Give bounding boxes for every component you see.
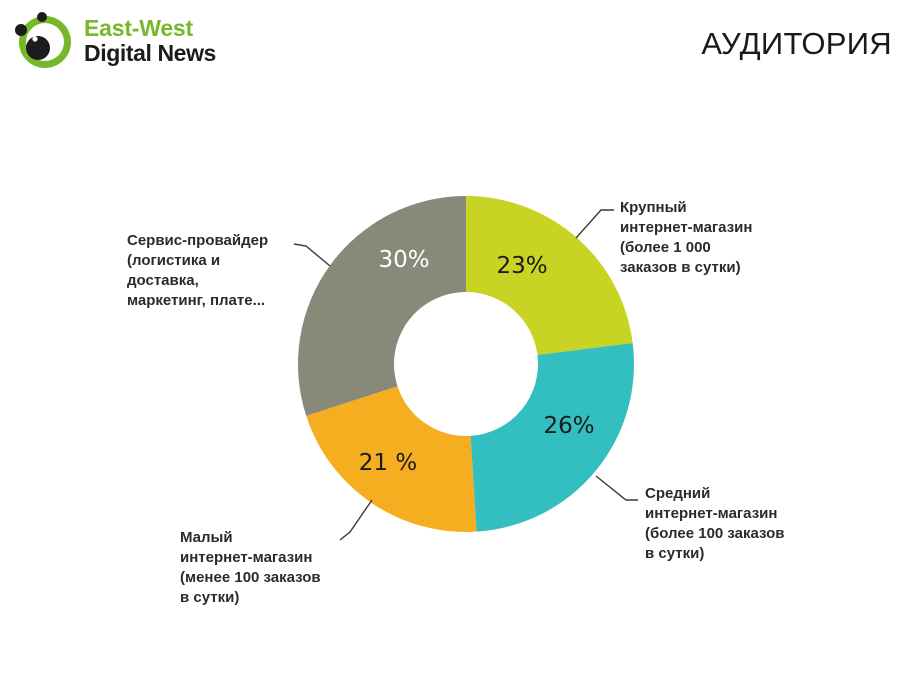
category-label-line: в сутки) [180,589,240,606]
category-label-line: Сервис-провайдер [127,232,269,249]
value-label-service-provider: 30% [378,247,429,273]
category-label-line: маркетинг, плате... [127,292,266,309]
category-label-line: интернет-магазин [620,219,753,236]
logo-text: East-West Digital News [84,17,216,65]
category-label-line: Малый [180,529,233,546]
category-label-line: Средний [645,485,711,502]
logo-mark-icon [15,12,71,68]
leader-line-large-store [575,209,614,239]
category-label-large-store: Крупный интернет-магазин (более 1 000 заказ… [620,198,752,278]
value-label-medium-store: 26% [543,413,594,439]
category-label-line: (более 100 заказов [645,525,785,542]
slice-service-provider [298,196,466,416]
leader-line-medium-store [595,475,638,501]
value-label-large-store: 23% [496,253,547,279]
logo: East-West Digital News [10,8,230,70]
category-label-small-store: Малый интернет-магазин (менее 100 заказов в… [180,528,321,608]
category-label-line: доставка, [127,272,199,289]
category-label-line: (логистика и [127,252,221,269]
category-label-line: (более 1 000 [620,239,711,256]
category-label-line: интернет-магазин [645,505,778,522]
category-label-service-provider: Сервис-провайдер (логистика и доставка, мар… [127,231,268,311]
leader-line-small-store [339,499,373,541]
slice-small-store [306,386,477,532]
slice-large-store [466,196,633,355]
category-label-line: интернет-магазин [180,549,313,566]
category-label-medium-store: Средний интернет-магазин (более 100 заказо… [645,484,785,564]
leader-line-service-provider [293,243,331,267]
category-label-line: заказов в сутки) [620,259,741,276]
slice-medium-store [470,342,635,532]
logo-line-2: Digital News [84,40,216,66]
category-label-line: в сутки) [645,545,705,562]
value-label-small-store: 21 % [359,450,417,476]
category-label-line: (менее 100 заказов [180,569,321,586]
page-title: АУДИТОРИЯ [701,26,892,61]
category-label-line: Крупный [620,199,687,216]
logo-line-1: East-West [84,15,193,41]
